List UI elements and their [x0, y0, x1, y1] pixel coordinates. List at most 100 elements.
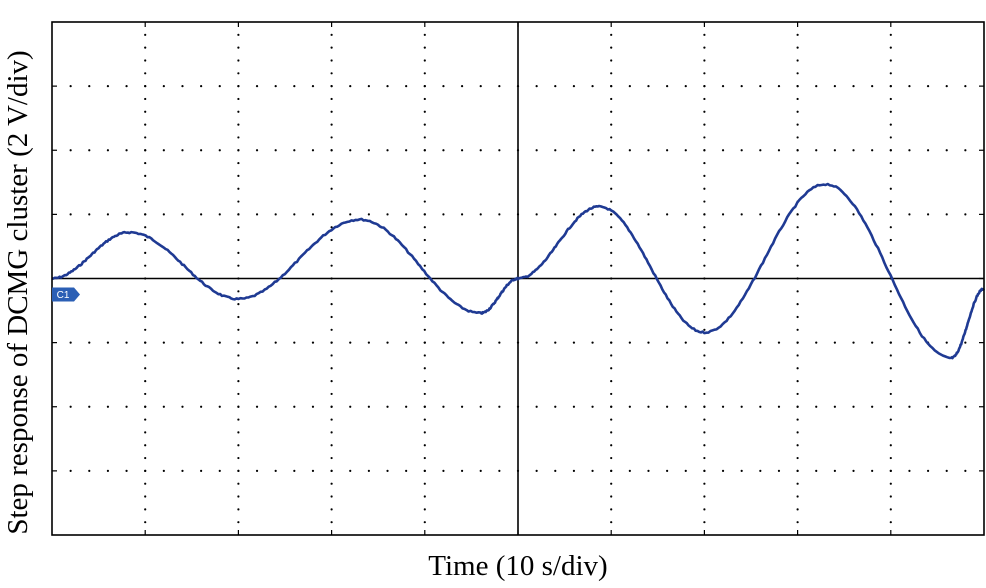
- grid-dot: [610, 469, 613, 472]
- grid-dot: [349, 213, 352, 216]
- grid-dot: [237, 226, 240, 229]
- grid-dot: [144, 328, 147, 331]
- grid-dot: [423, 85, 426, 88]
- grid-dot: [591, 341, 594, 344]
- grid-dot: [628, 213, 631, 216]
- grid-dot: [442, 469, 445, 472]
- grid-dot: [610, 264, 613, 267]
- grid-dot: [796, 469, 799, 472]
- grid-dot: [777, 85, 781, 88]
- grid-dot: [330, 238, 333, 242]
- grid-dot: [330, 187, 333, 190]
- grid-dot: [237, 290, 240, 293]
- grid-dot: [703, 161, 706, 165]
- grid-dot: [871, 149, 874, 152]
- grid-dot: [442, 341, 445, 344]
- grid-dot: [796, 187, 799, 190]
- grid-dot: [796, 367, 799, 370]
- grid-dot: [479, 85, 482, 88]
- grid-dot: [759, 469, 762, 472]
- grid-dot: [330, 174, 333, 177]
- grid-dot: [144, 405, 147, 408]
- grid-dot: [330, 521, 333, 524]
- grid-dot: [144, 46, 147, 49]
- grid-dot: [498, 469, 501, 472]
- grid-dot: [274, 341, 277, 344]
- grid-dot: [144, 85, 147, 88]
- grid-dot: [908, 405, 911, 408]
- grid-dot: [237, 431, 240, 434]
- grid-dot: [703, 405, 706, 408]
- grid-dot: [647, 213, 650, 216]
- grid-dot: [237, 354, 240, 357]
- grid-dot: [423, 123, 426, 126]
- grid-dot: [144, 469, 147, 472]
- grid-dot: [889, 418, 892, 421]
- grid-dot: [405, 469, 408, 472]
- grid-dot: [833, 405, 836, 408]
- grid-dot: [610, 290, 613, 293]
- grid-dot: [237, 200, 240, 203]
- grid-dot: [144, 444, 147, 447]
- grid-dot: [852, 469, 855, 472]
- grid-dot: [796, 405, 799, 408]
- grid-dot: [721, 469, 725, 472]
- grid-dot: [144, 123, 147, 126]
- grid-dot: [703, 521, 706, 524]
- grid-dot: [554, 405, 557, 408]
- grid-dot: [610, 431, 613, 434]
- grid-dot: [405, 405, 408, 408]
- grid-dot: [423, 46, 426, 49]
- grid-dot: [423, 328, 426, 331]
- grid-dot: [554, 85, 557, 88]
- grid-dot: [759, 213, 762, 216]
- grid-dot: [908, 213, 911, 216]
- grid-dot: [926, 213, 930, 216]
- grid-dot: [796, 149, 799, 152]
- grid-dot: [889, 405, 892, 408]
- grid-dot: [330, 59, 333, 62]
- grid-dot: [460, 341, 464, 344]
- grid-dot: [796, 161, 799, 165]
- grid-dot: [162, 405, 165, 408]
- grid-dot: [162, 85, 165, 88]
- grid-dot: [423, 187, 426, 190]
- grid-dot: [703, 136, 706, 139]
- grid-dot: [610, 85, 613, 88]
- plot-frame: [51, 21, 985, 536]
- grid-dot: [871, 341, 874, 344]
- grid-dot: [423, 392, 426, 396]
- grid-dot: [349, 405, 352, 408]
- grid-dot: [610, 174, 613, 177]
- grid-dot: [796, 59, 799, 62]
- grid-dot: [759, 341, 762, 344]
- grid-dot: [293, 341, 296, 344]
- grid-dot: [423, 238, 426, 242]
- grid-dot: [796, 354, 799, 357]
- grid-dot: [237, 161, 240, 165]
- grid-dot: [610, 495, 613, 498]
- grid-dot: [88, 149, 91, 152]
- grid-dot: [666, 405, 669, 408]
- grid-dot: [479, 341, 482, 344]
- grid-dot: [330, 418, 333, 421]
- grid-dot: [666, 341, 669, 344]
- grid-dot: [423, 456, 426, 460]
- grid-dot: [293, 469, 296, 472]
- grid-dot: [796, 136, 799, 139]
- grid-dot: [740, 149, 743, 152]
- grid-dot: [703, 149, 706, 152]
- grid-dot: [330, 264, 333, 267]
- grid-dot: [144, 213, 147, 216]
- channel-marker: C1: [52, 287, 80, 302]
- grid-dot: [237, 392, 240, 396]
- grid-dot: [628, 405, 631, 408]
- grid-dot: [367, 149, 370, 152]
- grid-dot: [666, 149, 669, 152]
- grid-dot: [311, 85, 315, 88]
- grid-dot: [610, 149, 613, 152]
- grid-dot: [703, 200, 706, 203]
- grid-dot: [703, 315, 706, 319]
- grid-dot: [144, 251, 147, 254]
- grid-dot: [572, 213, 576, 216]
